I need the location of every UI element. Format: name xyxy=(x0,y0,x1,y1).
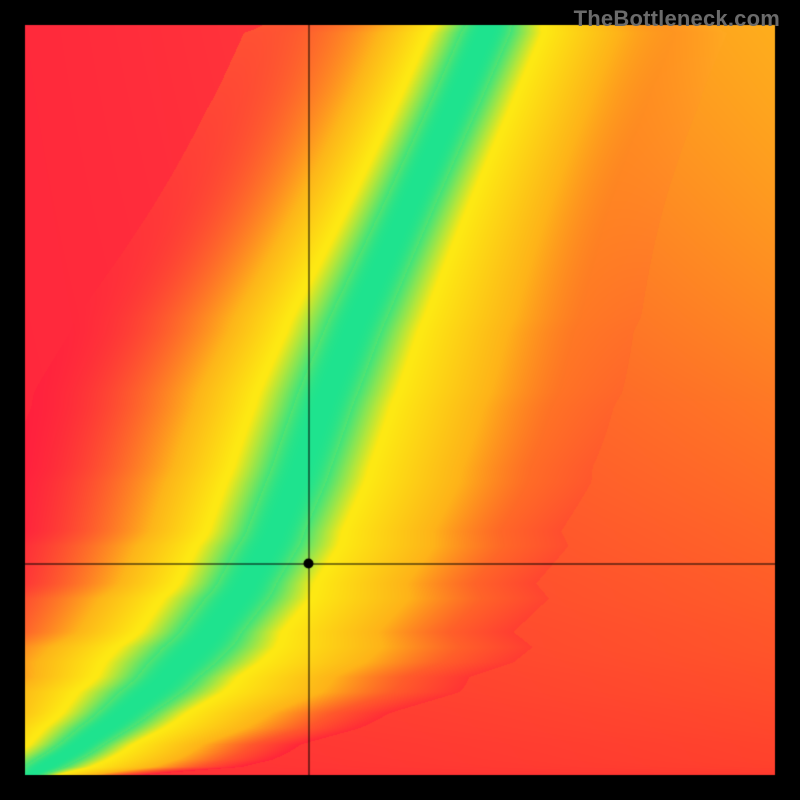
chart-container: TheBottleneck.com xyxy=(0,0,800,800)
heatmap-canvas xyxy=(0,0,800,800)
watermark-text: TheBottleneck.com xyxy=(574,6,780,32)
